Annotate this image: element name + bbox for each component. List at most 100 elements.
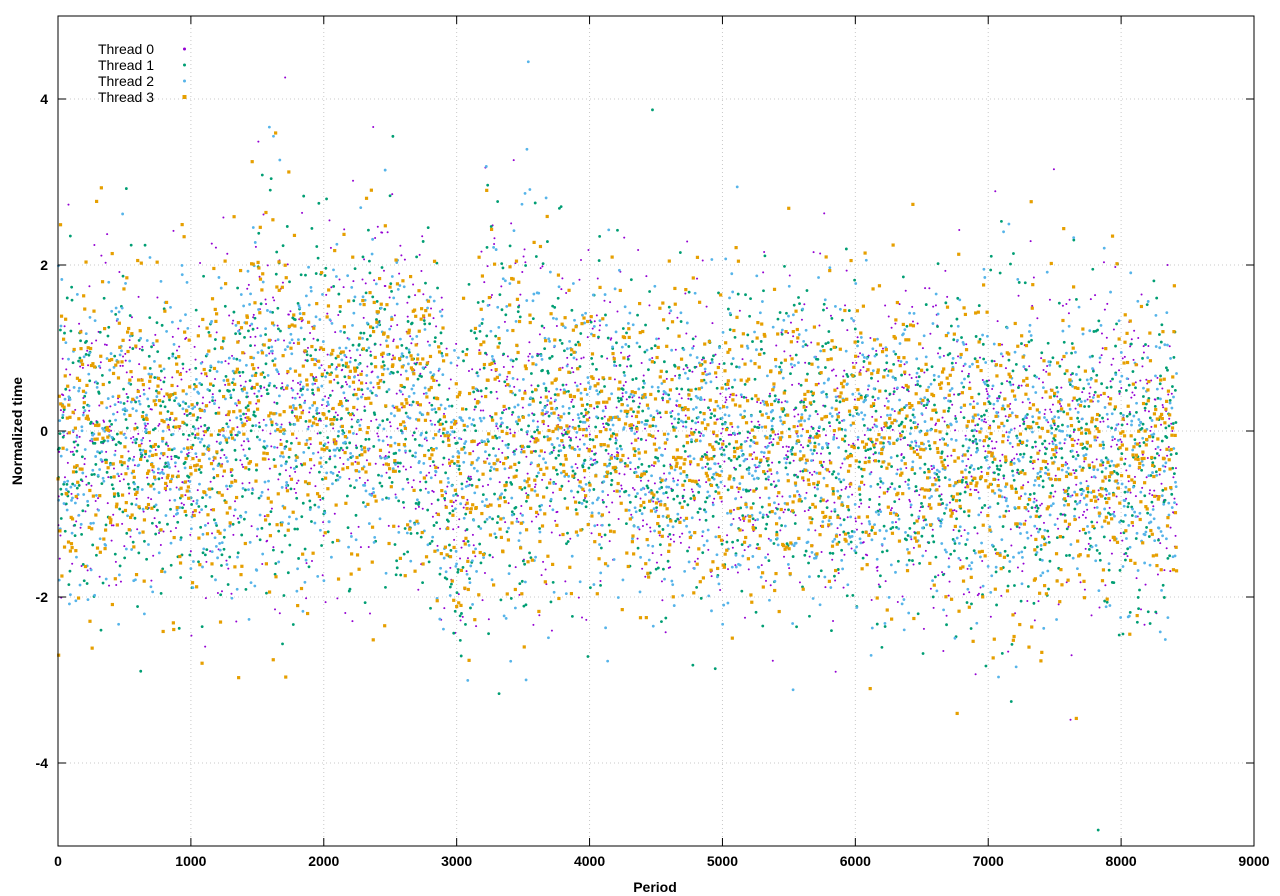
data-point bbox=[285, 225, 289, 228]
data-point bbox=[391, 371, 395, 375]
data-point bbox=[499, 424, 503, 428]
data-point bbox=[139, 336, 143, 340]
data-point bbox=[1046, 529, 1050, 533]
data-point bbox=[253, 241, 257, 244]
data-point bbox=[401, 393, 404, 396]
data-point bbox=[1083, 445, 1087, 449]
data-point bbox=[510, 482, 514, 486]
data-point bbox=[1156, 396, 1160, 400]
data-point bbox=[324, 375, 328, 379]
data-point bbox=[583, 458, 587, 462]
data-point bbox=[280, 386, 283, 390]
data-point bbox=[988, 402, 992, 405]
data-point bbox=[311, 388, 314, 392]
data-point bbox=[71, 450, 74, 453]
data-point bbox=[916, 448, 919, 451]
data-point bbox=[986, 393, 989, 396]
data-point bbox=[906, 443, 909, 446]
data-point bbox=[1072, 238, 1076, 242]
data-point bbox=[635, 430, 638, 433]
data-point bbox=[1070, 351, 1073, 355]
data-point bbox=[183, 466, 187, 470]
data-point bbox=[66, 479, 70, 483]
data-point bbox=[74, 599, 78, 603]
data-point bbox=[1152, 505, 1155, 508]
data-point bbox=[135, 409, 138, 413]
data-point bbox=[406, 320, 410, 323]
data-point bbox=[227, 356, 231, 360]
data-point bbox=[369, 350, 372, 353]
data-point bbox=[128, 334, 132, 338]
data-point bbox=[304, 399, 307, 402]
data-point bbox=[642, 519, 645, 522]
data-point bbox=[900, 373, 903, 377]
data-point bbox=[616, 310, 619, 313]
data-point bbox=[396, 370, 400, 374]
data-point bbox=[1156, 376, 1159, 379]
data-point bbox=[281, 642, 284, 646]
data-point bbox=[719, 588, 722, 591]
data-point bbox=[471, 533, 474, 536]
data-point bbox=[643, 350, 647, 354]
data-point bbox=[318, 318, 322, 321]
data-point bbox=[792, 303, 796, 307]
data-point bbox=[75, 435, 79, 439]
data-point bbox=[182, 503, 185, 506]
data-point bbox=[112, 513, 115, 516]
data-point bbox=[447, 519, 450, 523]
data-point bbox=[477, 442, 480, 445]
data-point bbox=[172, 447, 176, 450]
data-point bbox=[1159, 448, 1162, 451]
data-point bbox=[743, 382, 747, 386]
data-point bbox=[366, 365, 369, 368]
data-point bbox=[642, 374, 645, 377]
data-point bbox=[1065, 554, 1068, 557]
data-point bbox=[213, 536, 217, 540]
data-point bbox=[786, 455, 790, 459]
data-point bbox=[904, 480, 907, 483]
data-point bbox=[200, 508, 204, 512]
data-point bbox=[562, 446, 566, 449]
data-point bbox=[109, 475, 113, 479]
data-point bbox=[441, 373, 445, 376]
data-point bbox=[967, 514, 971, 518]
data-point bbox=[454, 564, 458, 568]
data-point bbox=[420, 444, 424, 448]
data-point bbox=[399, 573, 403, 577]
data-point bbox=[219, 441, 223, 445]
data-point bbox=[1110, 445, 1113, 448]
data-point bbox=[153, 359, 156, 363]
data-point bbox=[918, 384, 922, 388]
data-point bbox=[176, 385, 179, 388]
data-point bbox=[663, 472, 666, 475]
data-point bbox=[1001, 453, 1004, 456]
data-point bbox=[98, 537, 102, 541]
data-point bbox=[424, 431, 428, 435]
data-point bbox=[115, 432, 119, 436]
data-point bbox=[1066, 492, 1070, 496]
data-point bbox=[593, 320, 596, 323]
data-point bbox=[173, 498, 177, 502]
data-point bbox=[963, 490, 967, 494]
data-point bbox=[529, 556, 533, 560]
data-point bbox=[474, 405, 477, 409]
data-point bbox=[259, 302, 263, 306]
data-point bbox=[546, 371, 550, 375]
data-point bbox=[870, 440, 874, 444]
data-point bbox=[981, 342, 985, 346]
data-point bbox=[450, 420, 453, 424]
data-point bbox=[568, 425, 571, 428]
data-point bbox=[134, 422, 137, 425]
data-point bbox=[306, 346, 309, 349]
data-point bbox=[577, 424, 581, 428]
data-point bbox=[1105, 493, 1108, 496]
data-point bbox=[672, 497, 676, 501]
data-point bbox=[268, 467, 271, 470]
data-point bbox=[462, 359, 465, 363]
data-point bbox=[106, 233, 109, 236]
data-point bbox=[772, 480, 775, 483]
data-point bbox=[164, 461, 168, 465]
data-point bbox=[212, 476, 216, 480]
data-point bbox=[664, 616, 668, 620]
data-point bbox=[522, 604, 526, 608]
